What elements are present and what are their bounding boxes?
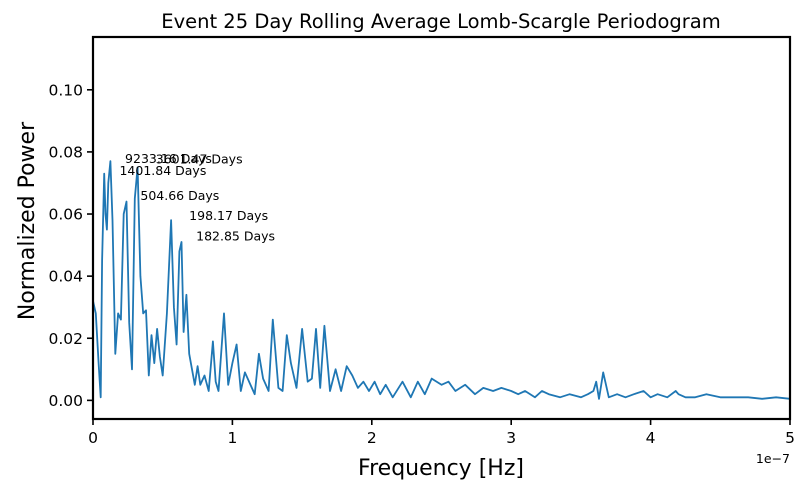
x-tick-label: 2 [367, 429, 377, 447]
y-tick-label: 0.08 [48, 143, 83, 161]
x-tick-label: 1 [227, 429, 237, 447]
chart-title: Event 25 Day Rolling Average Lomb-Scargl… [161, 10, 721, 33]
y-tick-label: 0.00 [48, 392, 83, 410]
y-axis-label: Normalized Power [15, 121, 40, 320]
peak-annotation: 182.85 Days [196, 228, 275, 243]
y-tick-label: 0.02 [48, 330, 83, 348]
plot-area: 0.00 0.02 0.04 0.06 0.08 0.10 0 1 2 3 4 5 9233.16 Da… [48, 81, 794, 447]
peak-annotation: 9233.16 Days [125, 151, 212, 166]
x-axis-label: Frequency [Hz] [358, 456, 524, 481]
x-tick-label: 3 [506, 429, 516, 447]
power-series-line [92, 160, 791, 400]
y-tick-label: 0.10 [48, 81, 83, 99]
plot-frame [91, 35, 792, 421]
x-tick-label: 0 [88, 429, 98, 447]
x-offset-label: 1e−7 [756, 451, 790, 466]
y-tick-label: 0.04 [48, 268, 83, 286]
peak-annotation: 198.17 Days [189, 208, 268, 223]
x-tick-label: 5 [785, 429, 795, 447]
peak-annotation: 1401.84 Days [119, 163, 206, 178]
peak-annotation: 3601.47 Days [156, 152, 243, 167]
y-tick-label: 0.06 [48, 206, 83, 224]
x-tick-label: 4 [646, 429, 656, 447]
peak-annotation: 504.66 Days [140, 188, 219, 203]
